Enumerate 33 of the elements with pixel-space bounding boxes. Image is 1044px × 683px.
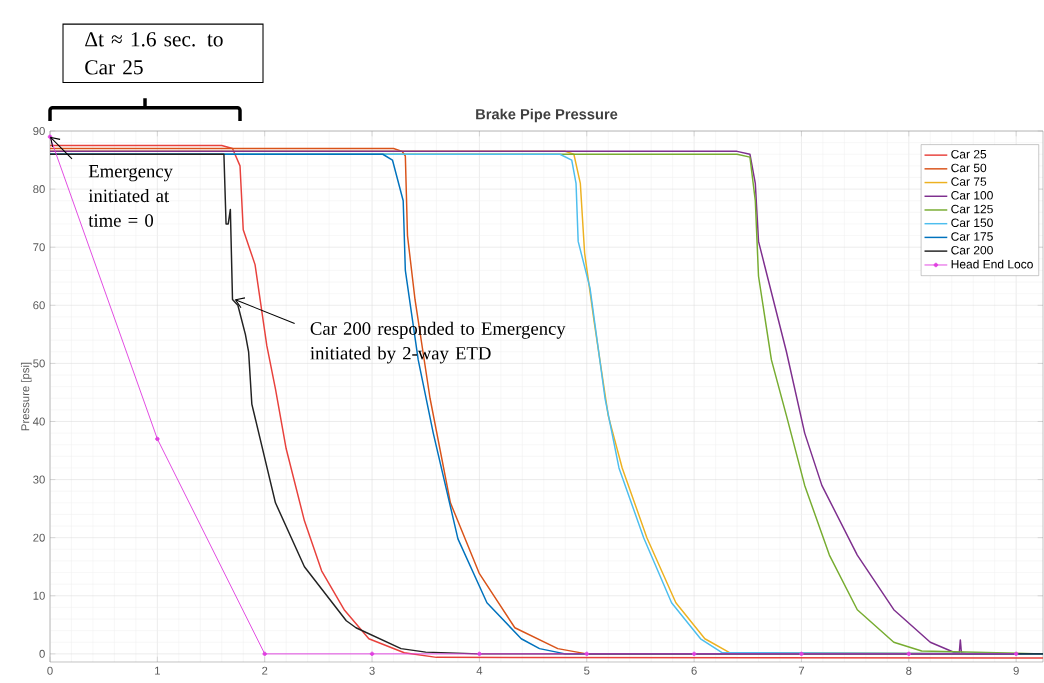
legend-label: Car 200 — [951, 245, 993, 255]
x-tick-label: 2 — [262, 666, 268, 675]
x-tick-label: 8 — [906, 666, 912, 675]
y-tick-label: 10 — [33, 591, 45, 600]
y-tick-label: 40 — [32, 417, 45, 426]
legend-label: Car 25 — [951, 149, 987, 159]
chart-title: Brake Pipe Pressure — [476, 108, 618, 123]
y-tick-label: 0 — [39, 649, 45, 658]
y-tick-label: 90 — [33, 127, 45, 136]
legend-label: Car 125 — [951, 204, 993, 214]
y-tick-label: 60 — [33, 301, 45, 310]
legend-label: Car 50 — [951, 163, 987, 173]
x-tick-label: 9 — [1013, 666, 1019, 675]
legend-label: Car 75 — [951, 177, 987, 186]
text: Δt ≈ 1.6 sec. to Car 25 — [85, 32, 223, 75]
x-tick-label: 0 — [47, 666, 53, 675]
y-tick-label: 30 — [33, 475, 45, 484]
y-axis-title: Pressure [psi] — [20, 362, 32, 431]
y-tick-label: 50 — [33, 359, 45, 368]
x-tick-label: 6 — [691, 666, 697, 675]
y-tick-label: 80 — [33, 185, 45, 194]
legend-label: Head End Loco — [951, 259, 1033, 269]
x-tick-label: 5 — [584, 666, 590, 675]
legend-label: Car 100 — [951, 191, 993, 200]
x-tick-label: 4 — [476, 666, 483, 675]
x-tick-label: 3 — [369, 666, 375, 675]
annotation: Emergency initiated at time = 0 — [88, 165, 173, 227]
legend-label: Car 150 — [951, 218, 993, 228]
y-tick-label: 70 — [33, 243, 45, 252]
x-tick-label: 7 — [798, 666, 805, 675]
y-tick-label: 20 — [33, 533, 45, 542]
legend-label: Car 175 — [951, 232, 993, 241]
x-tick-label: 1 — [155, 666, 160, 675]
